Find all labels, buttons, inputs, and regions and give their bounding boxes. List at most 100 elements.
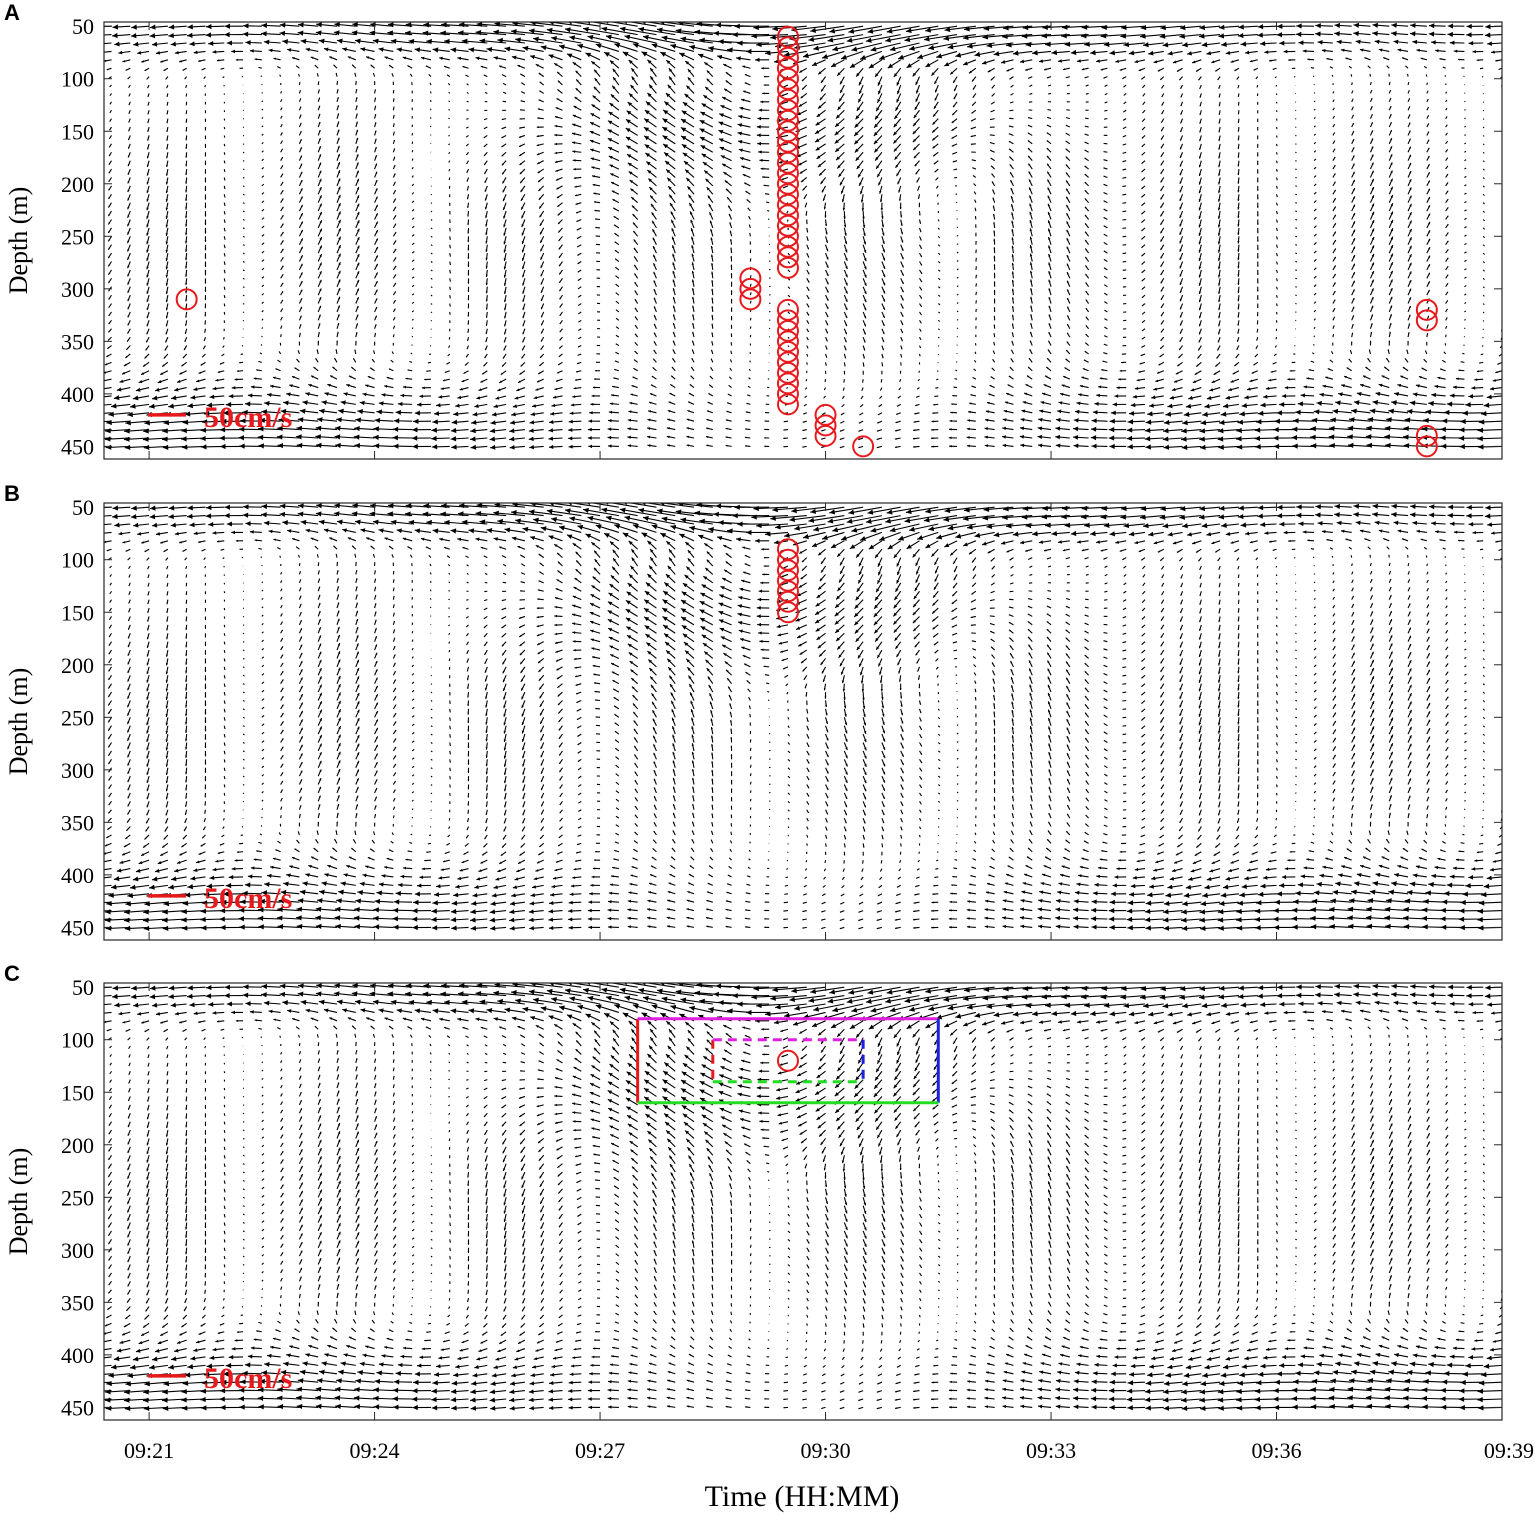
vector-arrowhead [882,282,886,286]
vector-arrowhead [512,404,517,408]
vector-arrowhead [865,37,872,43]
vector-arrow [729,359,733,363]
vector-arrowhead [864,291,867,295]
vector-arrowhead [1103,267,1106,269]
vector-arrowhead [841,190,844,194]
vector-arrowhead [138,379,143,384]
vector-arrowhead [1009,164,1012,167]
vector-arrow [128,101,131,106]
vector-arrowhead [690,211,693,215]
vector-arrowhead [337,145,340,149]
vector-arrowhead [836,114,840,119]
vector-arrowhead [521,82,523,84]
vector-arrowhead [609,103,614,107]
vector-arrow [428,73,432,78]
vector-arrowhead [882,340,885,343]
vector-arrowhead [204,180,207,183]
vector-arrowhead [912,139,916,143]
vector-arrowhead [1008,133,1011,135]
vector-arrowhead [704,170,708,174]
vector-arrow [466,345,470,350]
vector-arrowhead [594,378,596,381]
vector-arrow [786,210,789,214]
vector-arrowhead [130,33,137,39]
vector-arrowhead [901,290,904,293]
vector-arrowhead [634,273,637,276]
vector-arrowhead [137,50,142,55]
vector-arrowhead [896,99,900,103]
vector-arrowhead [258,443,264,449]
vector-arrowhead [310,56,314,60]
vector-arrow [583,27,619,36]
vector-arrowhead [634,290,637,293]
vector-arrowhead [234,378,238,381]
vector-arrowhead [595,361,598,363]
vector-arrowhead [360,47,366,52]
vector-arrowhead [318,89,320,91]
vector-arrowhead [321,400,327,405]
vector-arrowhead [329,56,333,59]
vector-arrowhead [190,395,196,400]
vector-arrowhead [1039,409,1044,414]
vector-arrow [430,261,433,263]
vector-arrowhead [300,38,307,45]
vector-arrowhead [1048,305,1051,308]
vector-arrow [955,369,958,372]
vector-arrowhead [711,306,714,309]
vector-arrowhead [375,324,377,326]
vector-arrowhead [1101,369,1104,371]
vector-arrowhead [876,446,879,449]
vector-arrowhead [337,314,340,317]
vector-arrowhead [185,207,188,210]
vector-arrowhead [993,315,996,318]
vector-arrowhead [627,444,631,448]
vector-arrowhead [989,134,992,136]
vector-arrowhead [1030,288,1033,291]
vector-arrowhead [680,118,687,124]
vector-arrowhead [806,222,808,225]
vector-arrowhead [432,419,438,425]
vector-arrowhead [107,347,110,349]
vector-arrowhead [106,419,112,426]
vector-arrowhead [108,197,111,199]
vector-arrowhead [692,314,695,317]
vector-arrowhead [205,32,212,38]
vector-arrow [147,101,150,106]
vector-arrowhead [440,387,444,390]
vector-arrowhead [690,219,694,223]
vector-arrowhead [315,358,318,360]
vector-arrowhead [375,221,378,225]
vector-arrowhead [591,394,595,398]
vector-arrowhead [300,263,303,267]
vector-arrow [429,117,432,119]
vector-arrowhead [129,403,136,409]
vector-arrowhead [281,165,283,167]
vector-arrowhead [318,138,321,141]
vector-arrowhead [351,30,358,36]
vector-arrowhead [825,232,828,235]
vector-arrowhead [971,385,974,388]
vector-arrowhead [1084,149,1087,152]
vector-arrowhead [626,145,631,150]
vector-arrowhead [315,442,322,448]
vector-arrow [104,395,112,398]
vector-arrowhead [756,133,761,138]
vector-arrow [972,175,977,178]
vector-arrowhead [647,418,651,422]
vector-arrowhead [554,63,558,67]
vector-arrowhead [503,291,507,294]
vector-arrowhead [554,116,558,119]
vector-arrowhead [711,288,714,291]
vector-arrowhead [146,258,149,261]
vector-arrowhead [849,63,856,68]
vector-arrowhead [1122,77,1124,79]
vector-arrowhead [337,97,339,99]
vector-arrowhead [1084,76,1087,79]
vector-arrow [223,143,226,147]
vector-arrow [261,100,264,103]
vector-arrow [749,232,751,237]
vector-arrowhead [165,233,169,236]
vector-arrow [975,266,977,270]
vector-arrowhead [520,180,523,184]
vector-arrowhead [558,238,561,242]
